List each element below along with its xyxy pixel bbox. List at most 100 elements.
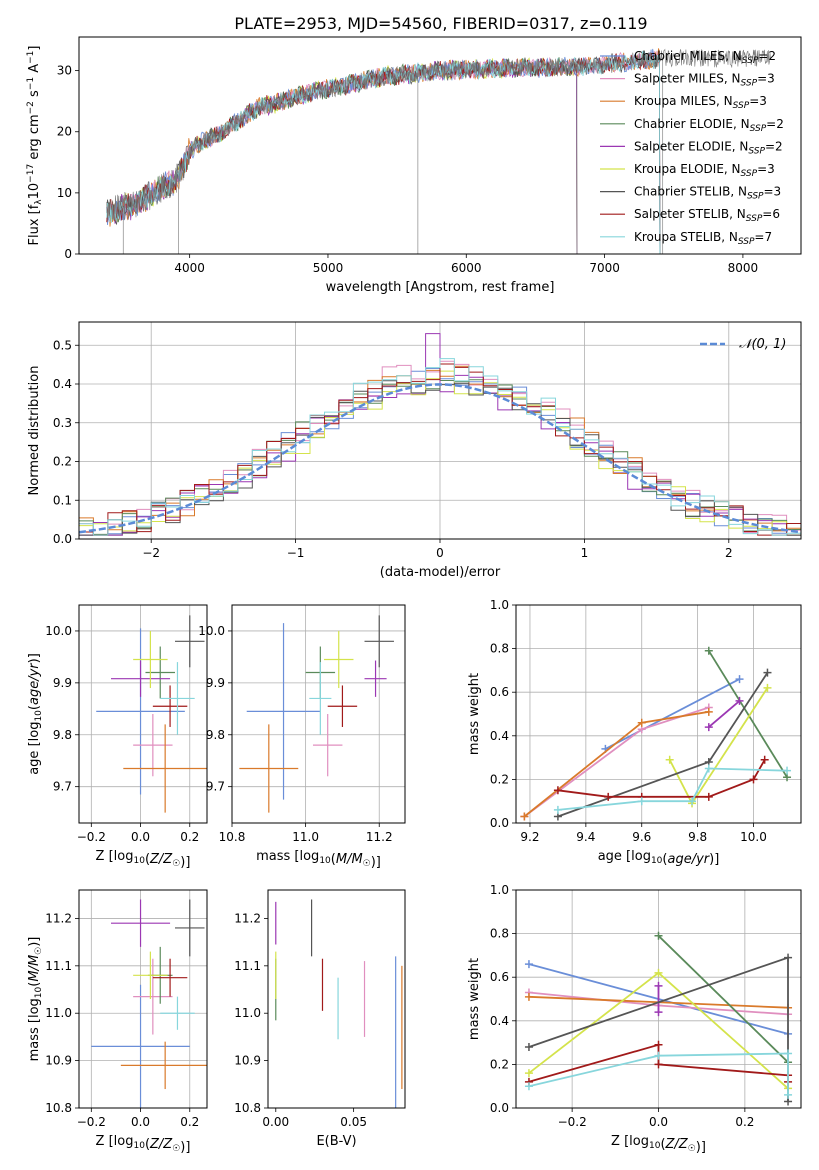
y-tick-label: 0.3 bbox=[53, 416, 72, 430]
age_vs_Z-xlabel: Z [log10(Z/Z☉)] bbox=[96, 849, 191, 870]
errorbar-kroupa-elodie bbox=[324, 630, 354, 689]
y-tick-label: 1.0 bbox=[490, 598, 509, 612]
weight_vs_age-axes: 9.2 9.4 9.6 9.8 10.0 0.0 0.2 0.4 0.6 0.8 1.0 bbox=[490, 598, 801, 844]
y-tick-label: 0.4 bbox=[490, 729, 509, 743]
label-part: ☉ bbox=[172, 859, 180, 869]
y-tick-label: 10.0 bbox=[45, 624, 72, 638]
x-tick-label: 0.0 bbox=[131, 1115, 150, 1129]
x-tick-label: 0.0 bbox=[649, 1115, 668, 1129]
legend-sub: SSP bbox=[733, 101, 750, 111]
y-tick-label: 1.0 bbox=[490, 883, 509, 897]
mass_vs_Z-ylabel: mass [log10(M/M☉)] bbox=[27, 937, 44, 1062]
label-part: ( bbox=[145, 1137, 150, 1152]
x-tick-label: 10.8 bbox=[219, 830, 246, 844]
legend-entry: 𝒩(0, 1) bbox=[739, 337, 786, 352]
legend-model: Kroupa MILES, N bbox=[634, 94, 733, 108]
weight-line bbox=[604, 678, 740, 750]
legend-nssp: =3 bbox=[764, 185, 782, 199]
legend-entry: Kroupa STELIB, NSSP=7 bbox=[634, 230, 772, 247]
weight-line bbox=[708, 650, 788, 778]
weight-series-kroupa-stelib bbox=[553, 764, 792, 814]
x-tick-label: 4000 bbox=[174, 261, 205, 275]
y-tick-label: 10.9 bbox=[234, 1054, 261, 1068]
legend-sub: SSP bbox=[742, 56, 759, 66]
y-tick-label: 0.4 bbox=[53, 377, 72, 391]
plus-marker bbox=[704, 764, 713, 773]
y-tick-label: 10.8 bbox=[234, 1101, 261, 1115]
errorbar-kroupa-elodie bbox=[133, 951, 168, 999]
legend-model: Salpeter STELIB, N bbox=[634, 207, 746, 221]
weight-series-kroupa-miles bbox=[520, 707, 713, 821]
mass_vs_ebv-axes: 0.00 0.05 10.8 10.9 11.0 11.1 11.2 bbox=[234, 911, 367, 1129]
legend-sub: SSP bbox=[738, 237, 755, 247]
legend-model: Salpeter MILES, N bbox=[634, 72, 741, 86]
label-part: mass [log bbox=[256, 849, 319, 864]
legend-sub: SSP bbox=[750, 124, 767, 134]
legend-sub: SSP bbox=[748, 146, 765, 156]
label-part: )] bbox=[709, 852, 719, 867]
label-part: 10 bbox=[34, 710, 44, 722]
label-part: erg cm bbox=[27, 114, 42, 163]
x-tick-label: 0 bbox=[436, 546, 444, 560]
plus-marker bbox=[553, 805, 562, 814]
errorbar-kroupa-stelib bbox=[160, 662, 195, 735]
x-tick-label: 0.2 bbox=[180, 830, 199, 844]
label-part: 10 bbox=[319, 856, 331, 866]
label-part: )] bbox=[180, 855, 190, 870]
errorbar-kroupa-miles bbox=[239, 724, 299, 813]
label-part: 10 bbox=[133, 1141, 145, 1151]
x-tick-label: 11.0 bbox=[292, 830, 319, 844]
y-tick-label: 0.0 bbox=[490, 816, 509, 830]
errorbar-chabrier-stelib bbox=[364, 615, 394, 668]
label-part: s bbox=[27, 90, 42, 101]
y-tick-label: 0.6 bbox=[490, 685, 509, 699]
legend-sub: SSP bbox=[746, 214, 763, 224]
weight-line bbox=[528, 1052, 789, 1095]
weight-line bbox=[657, 935, 789, 1063]
errorbar-salpeter-elodie bbox=[111, 660, 171, 697]
label-part: ( bbox=[660, 1137, 665, 1152]
y-tick-label: 11.0 bbox=[45, 1006, 72, 1020]
figure-title: PLATE=2953, MJD=54560, FIBERID=0317, z=0… bbox=[234, 14, 647, 33]
plus-marker bbox=[637, 718, 646, 727]
plus-marker bbox=[654, 1060, 663, 1069]
label-part: −1 bbox=[26, 77, 36, 90]
age_vs_mass-frame bbox=[231, 604, 406, 824]
errorbar-kroupa-miles bbox=[120, 1041, 207, 1090]
weight-series-chabrier-elodie bbox=[654, 931, 793, 1067]
x-tick-label: 7000 bbox=[589, 261, 620, 275]
plus-marker bbox=[520, 812, 529, 821]
plus-marker bbox=[524, 1042, 533, 1051]
y-tick-label: 9.8 bbox=[206, 728, 225, 742]
plus-marker bbox=[783, 766, 792, 775]
label-part: wavelength [Angstrom, rest frame] bbox=[326, 280, 555, 295]
x-tick-label: 9.8 bbox=[688, 830, 707, 844]
label-part: E(B-V) bbox=[316, 1134, 356, 1149]
legend-model: Chabrier MILES, N bbox=[634, 49, 742, 63]
spectrum-xlabel: wavelength [Angstrom, rest frame] bbox=[326, 280, 555, 295]
plus-marker bbox=[665, 755, 674, 764]
age_vs_Z-ylabel: age [log10(age/yr)] bbox=[27, 653, 44, 775]
errorbar-salpeter-elodie bbox=[111, 899, 171, 947]
x-tick-label: −2 bbox=[142, 546, 160, 560]
spectrum-axes: 4000 5000 6000 7000 8000 0 10 20 30 bbox=[57, 64, 758, 275]
plus-marker bbox=[704, 646, 713, 655]
weight-line bbox=[557, 759, 766, 798]
plus-marker bbox=[704, 707, 713, 716]
weight-series-salpeter-elodie bbox=[654, 981, 663, 1017]
plus-marker bbox=[784, 953, 793, 962]
plus-marker bbox=[654, 1040, 663, 1049]
errorbar-kroupa-stelib bbox=[160, 996, 195, 1030]
legend-entry: Chabrier MILES, NSSP=2 bbox=[634, 49, 776, 66]
observed-spectrum bbox=[106, 48, 771, 222]
label-part: ( bbox=[145, 852, 150, 867]
plus-marker bbox=[704, 723, 713, 732]
residuals-frame bbox=[78, 321, 802, 540]
plus-marker bbox=[654, 1008, 663, 1017]
label-part: )] bbox=[371, 855, 381, 870]
x-tick-label: 9.4 bbox=[576, 830, 595, 844]
errorbar-chabrier-miles bbox=[96, 628, 185, 795]
legend-entry: Salpeter ELODIE, NSSP=2 bbox=[634, 139, 783, 156]
mass_vs_ebv-xlabel: E(B-V) bbox=[316, 1134, 356, 1149]
legend-sub: SSP bbox=[747, 192, 764, 202]
